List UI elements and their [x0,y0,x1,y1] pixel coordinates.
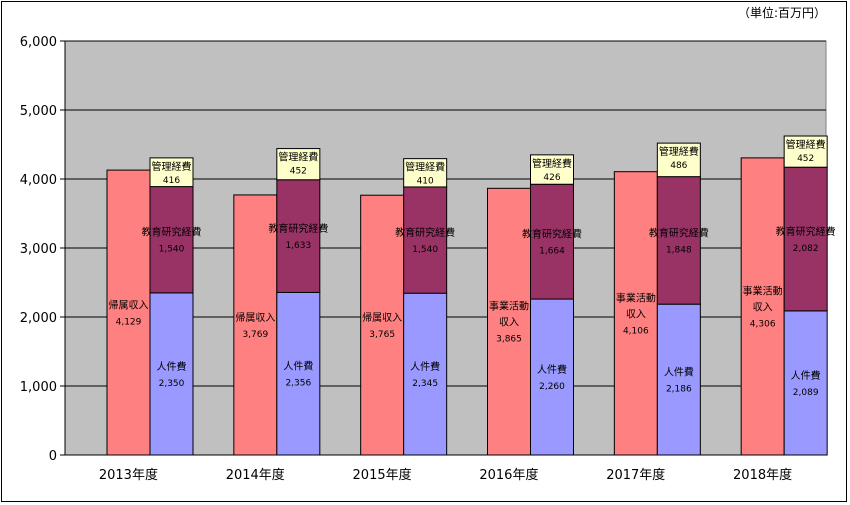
segment-value-label: 452 [797,154,814,164]
bar-segment [656,303,701,456]
segment-label: 管理経費 [786,138,826,151]
income-label: 事業活動 [489,300,529,313]
segment-value-label: 1,540 [412,245,438,255]
bar-segment [149,186,194,294]
unit-label: （単位:百万円） [737,6,826,20]
bar-income [106,169,151,456]
segment-label: 教育研究経費 [522,228,582,241]
segment-value-label: 1,540 [159,245,185,255]
segment-label: 教育研究経費 [268,222,328,235]
y-tick-label: 5,000 [20,104,57,119]
segment-value-label: 2,350 [159,379,185,389]
segment-label: 管理経費 [278,151,318,164]
y-tick-label: 6,000 [20,35,57,50]
income-label: 帰属収入 [235,311,275,324]
segment-label: 管理経費 [532,157,572,170]
bar-segment [276,148,321,181]
segment-value-label: 1,633 [285,241,311,251]
income-label: 帰属収入 [362,311,402,324]
segment-value-label: 1,848 [666,245,692,255]
income-value-label: 3,765 [369,330,395,340]
bar-segment [783,135,828,168]
bar-segment [403,292,448,456]
x-tick-label: 2013年度 [99,467,158,483]
segment-label: 教育研究経費 [395,226,455,239]
x-tick-label: 2016年度 [479,467,538,483]
segment-label: 人件費 [664,366,694,379]
segment-value-label: 2,089 [793,388,819,398]
segment-value-label: 2,345 [412,379,438,389]
segment-value-label: 2,186 [666,385,692,395]
segment-label: 人件費 [283,360,313,373]
bar-segment [403,158,448,188]
bar-segment [656,142,701,178]
segment-value-label: 410 [417,177,434,187]
segment-value-label: 1,664 [539,247,565,257]
segment-label: 教育研究経費 [142,226,202,239]
y-tick-label: 2,000 [20,311,57,326]
y-tick-label: 3,000 [20,242,57,257]
income-value-label: 4,129 [116,318,142,328]
bar-segment [149,157,194,188]
y-tick-label: 0 [49,449,57,464]
y-tick-label: 1,000 [20,380,57,395]
bar-segment [276,179,321,293]
segment-label: 人件費 [791,369,821,382]
segment-value-label: 2,356 [285,379,311,389]
bar-segment [149,292,194,456]
segment-label: 管理経費 [152,160,192,173]
income-label: 収入 [753,301,773,313]
income-label: 事業活動 [743,284,783,297]
income-value-label: 3,769 [242,330,268,340]
income-label: 帰属収入 [109,299,149,312]
bar-segment [530,298,574,456]
income-value-label: 3,865 [496,335,522,345]
income-value-label: 4,106 [623,326,649,336]
bar-segment [530,183,574,300]
income-label: 収入 [626,308,646,320]
bar-segment [276,291,321,456]
x-tick-label: 2017年度 [606,467,665,483]
bar-segment [530,154,574,185]
income-value-label: 4,306 [750,319,776,329]
segment-label: 管理経費 [405,161,445,174]
segment-label: 人件費 [410,360,440,373]
bar-segment [783,166,828,312]
income-label: 収入 [499,317,519,329]
income-label: 事業活動 [616,291,656,304]
x-tick-label: 2015年度 [353,467,412,483]
segment-label: 人件費 [537,363,567,376]
segment-value-label: 2,082 [793,244,819,254]
bar-segment [403,186,448,294]
segment-label: 教育研究経費 [649,226,709,239]
bar-income [233,194,278,456]
segment-label: 教育研究経費 [776,225,836,238]
x-tick-label: 2014年度 [226,467,285,483]
segment-label: 人件費 [157,360,187,373]
bar-segment [656,176,701,305]
segment-label: 管理経費 [659,145,699,158]
segment-value-label: 426 [543,173,560,183]
y-tick-label: 4,000 [20,173,57,188]
segment-value-label: 416 [163,176,180,186]
segment-value-label: 2,260 [539,382,565,392]
segment-value-label: 452 [290,167,307,177]
x-tick-label: 2018年度 [733,467,792,483]
bar-segment [783,310,828,456]
bar-income [487,187,531,456]
segment-value-label: 486 [670,161,687,171]
